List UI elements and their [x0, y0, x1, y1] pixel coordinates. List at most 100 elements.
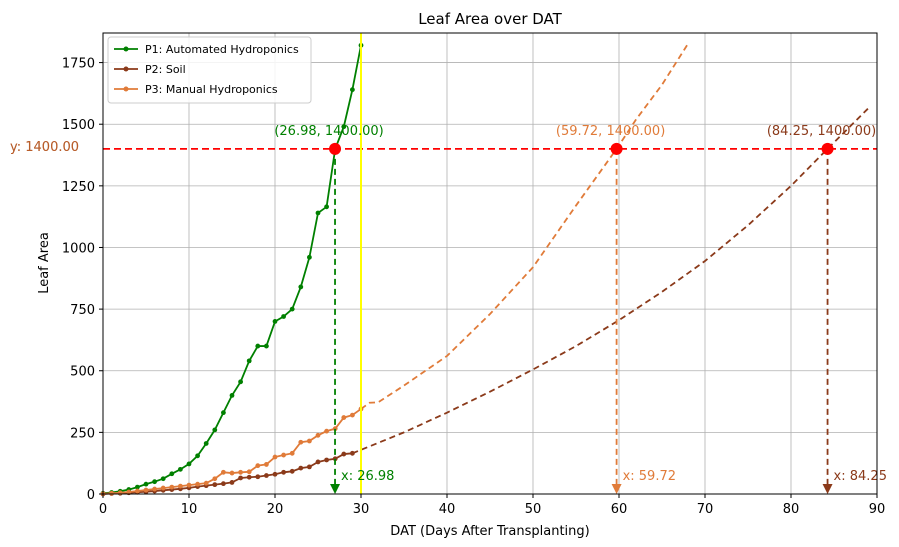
series-point — [298, 465, 304, 471]
series-point — [238, 469, 244, 475]
series-point — [315, 459, 321, 465]
series-point — [307, 254, 312, 260]
series-point — [160, 485, 166, 491]
series-point — [289, 306, 295, 312]
series-point — [229, 392, 235, 398]
y-tick-label: 500 — [70, 365, 95, 380]
projection-line — [352, 107, 870, 455]
series-point — [221, 469, 226, 475]
series-point — [350, 87, 355, 93]
series-point — [152, 479, 158, 485]
series-point — [255, 474, 261, 480]
legend-entry-label: P2: Soil — [145, 63, 186, 76]
series-point — [169, 484, 175, 490]
series-point — [221, 481, 226, 487]
intersection-point-label: (84.25, 1400.00) — [767, 124, 876, 139]
intersection-point — [821, 142, 834, 155]
legend: P1: Automated Hydroponics P2: Soil P3: Man… — [107, 36, 312, 104]
series-point — [332, 426, 338, 432]
x-tick-label: 10 — [181, 502, 198, 517]
series-point — [109, 490, 114, 496]
x-tick-label: 90 — [869, 502, 886, 517]
intersection-x-label: x: 84.25 — [834, 469, 887, 484]
series-point — [203, 480, 209, 486]
x-tick-label: 20 — [267, 502, 284, 517]
series-point — [324, 428, 329, 434]
series-point — [264, 473, 269, 478]
series-point — [341, 415, 347, 420]
series-point — [307, 464, 312, 470]
series-point — [229, 480, 235, 485]
x-tick-label: 30 — [353, 502, 370, 517]
series-point — [135, 488, 140, 494]
x-tick-label: 50 — [525, 502, 542, 517]
legend-box — [107, 36, 312, 104]
series-point — [272, 454, 278, 460]
series-point — [246, 469, 252, 475]
series-point — [289, 450, 295, 456]
series-point — [332, 456, 338, 462]
axis-ticks: 0 10 20 30 40 50 60 70 80 90 0 250 500 750 1000 1250 150… — [62, 57, 885, 517]
x-axis-label: DAT (Days After Transplanting) — [390, 524, 589, 539]
series-point — [246, 358, 252, 364]
series-point — [195, 453, 201, 459]
series-point — [341, 124, 347, 130]
intersection-arrow — [822, 484, 833, 494]
series-point — [324, 457, 329, 463]
y-tick-label: 1750 — [62, 57, 95, 72]
series-point — [307, 438, 312, 444]
series-point — [238, 475, 244, 481]
series-point — [246, 474, 252, 480]
x-tick-label: 80 — [783, 502, 800, 517]
legend-swatch-marker — [123, 86, 129, 92]
series-point — [341, 451, 347, 457]
series-point — [212, 482, 218, 488]
series-point — [143, 487, 149, 493]
series-point — [212, 476, 218, 482]
legend-entry-label: P3: Manual Hydroponics — [145, 83, 278, 96]
series-point — [143, 481, 149, 487]
legend-swatch-marker — [123, 66, 129, 72]
series-point — [272, 471, 278, 477]
series-point — [178, 483, 183, 489]
series-point — [229, 470, 235, 476]
y-tick-label: 0 — [87, 488, 95, 503]
y-tick-label: 1000 — [62, 241, 95, 256]
x-tick-label: 60 — [611, 502, 628, 517]
series-point — [186, 461, 192, 467]
chart-title: Leaf Area over DAT — [418, 10, 562, 28]
series-point — [281, 314, 286, 319]
intersection-arrow — [611, 484, 622, 494]
threshold-label-overlay: y: 1400.00 — [10, 140, 79, 155]
y-tick-label: 1500 — [62, 118, 95, 133]
threshold-label: y: 1400.00 — [10, 140, 79, 155]
series-point — [186, 482, 192, 488]
series-point — [264, 462, 269, 467]
y-tick-label: 1250 — [62, 180, 95, 195]
intersection-arrow — [330, 484, 341, 494]
intersection-point — [610, 142, 623, 155]
intersection-point-label: (59.72, 1400.00) — [556, 124, 665, 139]
x-tick-label: 40 — [439, 502, 456, 517]
series-point — [255, 463, 261, 469]
series-point — [152, 486, 158, 492]
series-point — [126, 489, 132, 495]
intersection-x-label: x: 59.72 — [623, 469, 676, 484]
series-point — [264, 343, 269, 349]
annotations: y: 1400.00y: 1400.00(26.98, 1400.00)x: 2… — [10, 33, 887, 494]
series-point — [315, 210, 321, 216]
series-point — [298, 439, 304, 445]
legend-swatch-marker — [123, 46, 129, 52]
series-point — [272, 319, 278, 324]
series-point — [221, 410, 226, 416]
y-tick-label: 250 — [70, 426, 95, 441]
series-point — [195, 481, 201, 487]
intersection-point — [329, 142, 342, 155]
series-point — [281, 452, 286, 458]
series-point — [238, 379, 244, 385]
plot-frame — [102, 32, 878, 495]
y-axis-label: Leaf Area — [37, 232, 52, 294]
series-point — [281, 469, 286, 475]
legend-entry-label: P1: Automated Hydroponics — [145, 43, 299, 56]
